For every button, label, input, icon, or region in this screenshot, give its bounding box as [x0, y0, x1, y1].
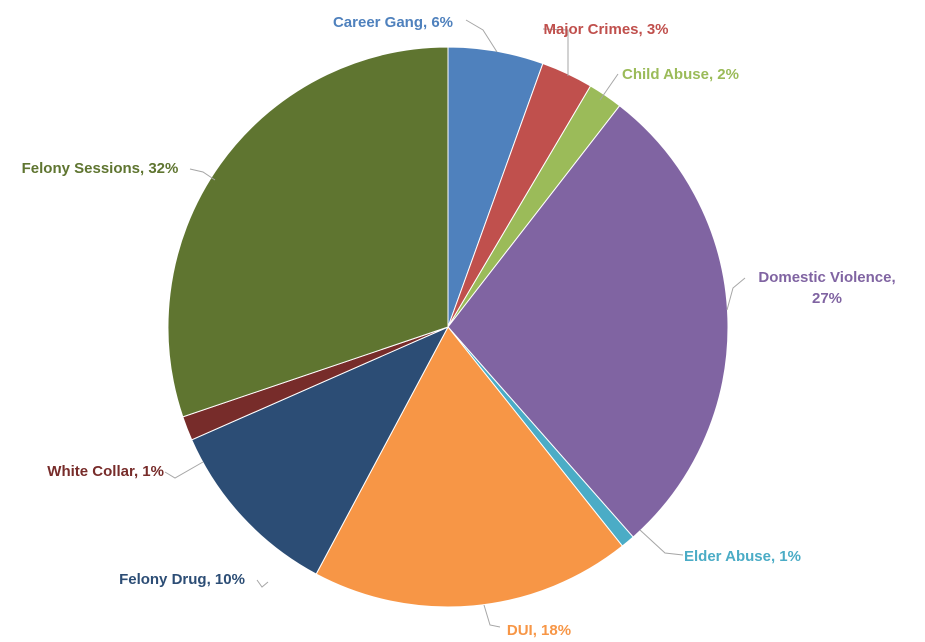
pie-slices: [167, 46, 729, 608]
pie-slice-dui: [315, 326, 624, 608]
leader-felony-drug: [256, 579, 269, 588]
leader-domestic-violence: [726, 277, 746, 311]
label-felony-sessions: Felony Sessions, 32%: [22, 160, 179, 177]
label-elder-abuse: Elder Abuse, 1%: [684, 548, 801, 565]
leader-felony-sessions: [189, 168, 216, 181]
leader-white-collar: [164, 461, 204, 479]
label-child-abuse: Child Abuse, 2%: [622, 66, 739, 83]
label-career-gang: Career Gang, 6%: [333, 14, 453, 31]
leader-child-abuse: [599, 73, 619, 101]
label-dui: DUI, 18%: [507, 622, 571, 639]
leader-elder-abuse: [639, 529, 684, 556]
label-domestic-violence: Domestic Violence,: [758, 269, 895, 286]
pie-slice-felony-sessions: [167, 46, 449, 418]
label-domestic-violence-pct: 27%: [812, 290, 842, 307]
leader-lines: [164, 19, 746, 628]
label-major-crimes: Major Crimes, 3%: [543, 21, 668, 38]
pie-slice-felony-drug: [191, 325, 450, 575]
leader-career-gang: [465, 19, 498, 53]
label-white-collar: White Collar, 1%: [47, 463, 164, 480]
pie-slice-domestic-violence: [447, 105, 729, 538]
label-felony-drug: Felony Drug, 10%: [119, 571, 245, 588]
leader-dui: [483, 604, 501, 628]
leader-major-crimes: [542, 28, 569, 76]
